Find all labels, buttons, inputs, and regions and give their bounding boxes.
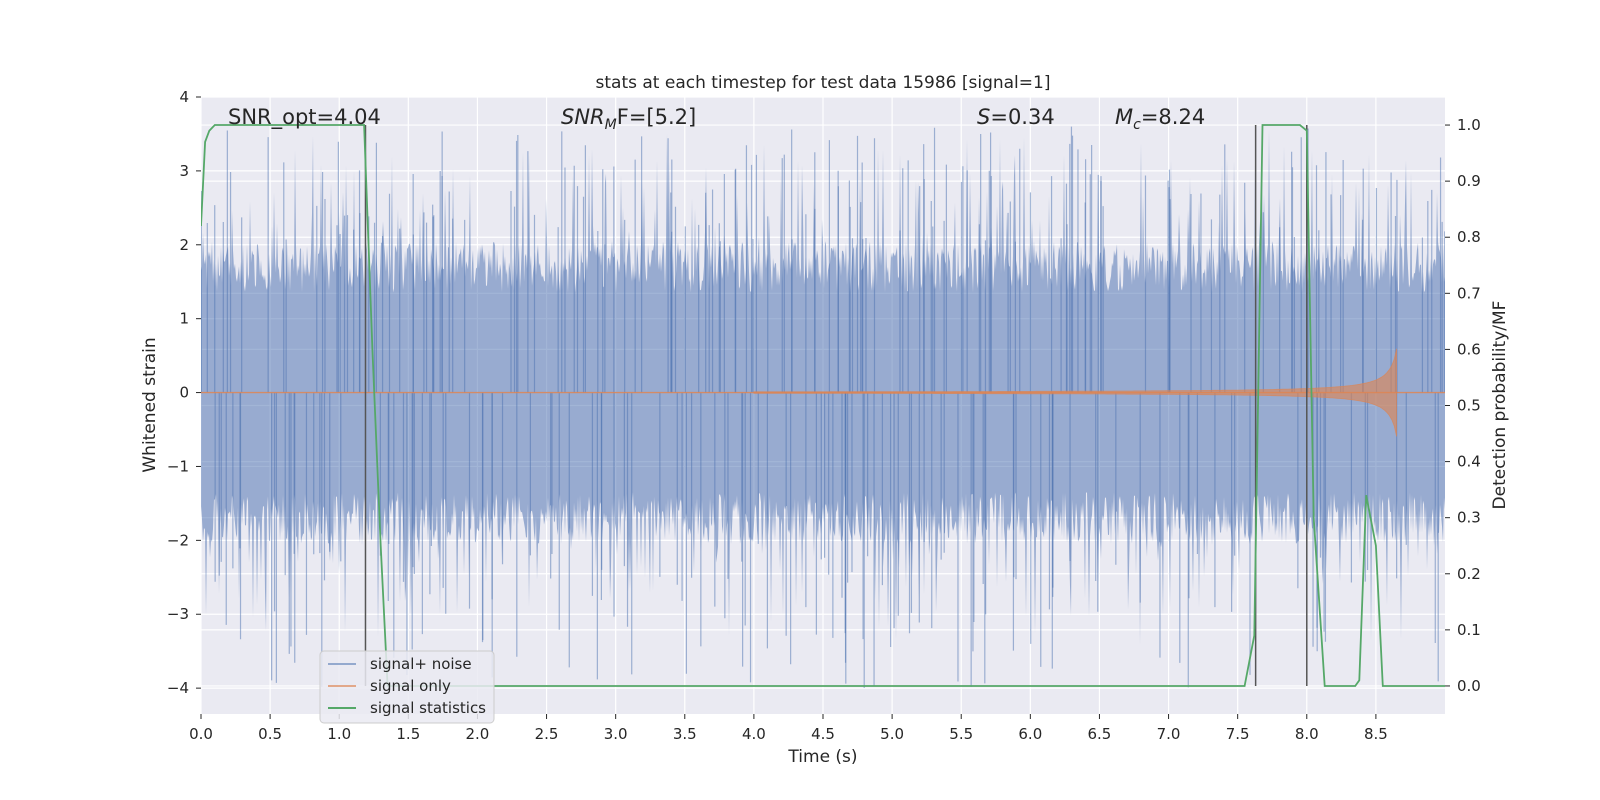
y-axis-right-title: Detection probability/MF xyxy=(1490,301,1510,510)
y-right-tick-label: 0.6 xyxy=(1457,340,1481,358)
chart-title: stats at each timestep for test data 159… xyxy=(596,73,1051,93)
noise-spikes xyxy=(201,126,1445,689)
annotation-snr-mf-sub: M xyxy=(605,117,617,133)
y-right-tick-label: 0.0 xyxy=(1457,677,1481,695)
annotation-mc-base: M xyxy=(1115,105,1133,129)
x-tick-label: 3.5 xyxy=(673,725,697,743)
y-tick-label: −3 xyxy=(167,605,189,623)
x-tick-label: 8.0 xyxy=(1295,725,1319,743)
annotation-s-italic: S xyxy=(977,105,990,129)
y-tick-label: −1 xyxy=(167,457,189,475)
x-tick-label: 7.5 xyxy=(1226,725,1250,743)
y-tick-label: 4 xyxy=(179,88,189,106)
y-right-tick-label: 0.8 xyxy=(1457,228,1481,246)
y-tick-label: 1 xyxy=(179,310,189,328)
y-axis-right: 1.0 0.9 0.8 0.7 0.6 0.5 0.4 0.3 0.2 0.1 0.0 xyxy=(1445,116,1481,695)
x-tick-label: 6.0 xyxy=(1018,725,1042,743)
legend: signal+ noise signal only signal statist… xyxy=(319,650,495,724)
y-tick-label: 2 xyxy=(179,236,189,254)
annotation-s: S=0.34 xyxy=(977,105,1055,129)
x-tick-label: 8.5 xyxy=(1364,725,1388,743)
x-tick-label: 0.0 xyxy=(189,725,213,743)
annotation-s-rest: =0.34 xyxy=(990,105,1054,129)
y-right-tick-label: 0.1 xyxy=(1457,621,1481,639)
y-right-tick-label: 1.0 xyxy=(1457,116,1481,134)
y-axis-left-title: Whitened strain xyxy=(140,337,160,472)
annotation-mc: Mc=8.24 xyxy=(1115,105,1205,133)
x-tick-label: 3.0 xyxy=(604,725,628,743)
x-tick-label: 4.0 xyxy=(742,725,766,743)
x-tick-label: 7.0 xyxy=(1157,725,1181,743)
y-tick-label: 0 xyxy=(179,384,189,402)
x-axis: 0.0 0.5 1.0 1.5 2.0 2.5 3.0 3.5 4.0 4.5 5.0 5.5 6.0 6… xyxy=(189,714,1388,743)
x-tick-label: 2.5 xyxy=(535,725,559,743)
annotation-snr-mf: SNRMF=[5.2] xyxy=(561,105,696,133)
y-right-tick-label: 0.5 xyxy=(1457,397,1481,415)
x-tick-label: 5.0 xyxy=(880,725,904,743)
legend-box xyxy=(319,650,495,724)
x-tick-label: 0.5 xyxy=(258,725,282,743)
y-tick-label: 3 xyxy=(179,162,189,180)
series-signal-plus-noise xyxy=(201,130,1445,645)
y-tick-label: −4 xyxy=(167,679,189,697)
y-axis-left: 4 3 2 1 0 −1 −2 −3 −4 xyxy=(167,88,201,697)
annotation-snr-mf-base: SNR xyxy=(561,105,605,129)
y-right-tick-label: 0.2 xyxy=(1457,565,1481,583)
x-tick-label: 4.5 xyxy=(811,725,835,743)
x-tick-label: 6.5 xyxy=(1088,725,1112,743)
x-axis-title: Time (s) xyxy=(787,747,857,767)
x-tick-label: 1.0 xyxy=(327,725,351,743)
legend-label-stats: signal statistics xyxy=(370,699,486,717)
y-right-tick-label: 0.3 xyxy=(1457,509,1481,527)
x-tick-label: 1.5 xyxy=(396,725,420,743)
y-tick-label: −2 xyxy=(167,531,189,549)
legend-label-noise: signal+ noise xyxy=(370,655,472,673)
y-right-tick-label: 0.9 xyxy=(1457,172,1481,190)
annotation-snr-mf-rest: F=[5.2] xyxy=(617,105,696,129)
x-tick-label: 2.0 xyxy=(466,725,490,743)
legend-label-signal: signal only xyxy=(370,677,451,695)
annotation-snr-opt: SNR_opt=4.04 xyxy=(228,105,381,130)
y-right-tick-label: 0.4 xyxy=(1457,453,1481,471)
series-signal-statistics xyxy=(201,124,1445,687)
y-right-tick-label: 0.7 xyxy=(1457,284,1481,302)
annotation-mc-rest: =8.24 xyxy=(1141,105,1205,129)
annotation-mc-sub: c xyxy=(1133,117,1141,133)
x-tick-label: 5.5 xyxy=(949,725,973,743)
